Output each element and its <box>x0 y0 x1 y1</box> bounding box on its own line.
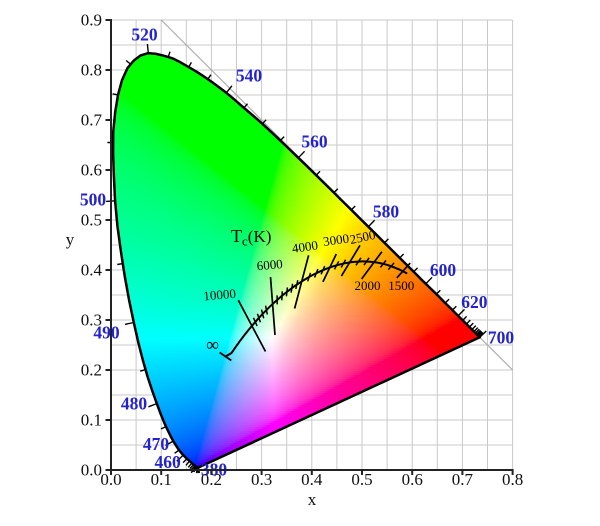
svg-text:0.4: 0.4 <box>301 470 323 489</box>
svg-text:580: 580 <box>373 202 400 222</box>
svg-text:560: 560 <box>301 132 328 152</box>
svg-text:540: 540 <box>236 66 263 86</box>
svg-text:Tc(K): Tc(K) <box>231 226 271 249</box>
svg-text:0.8: 0.8 <box>81 61 102 80</box>
svg-text:0.1: 0.1 <box>81 411 102 430</box>
svg-text:520: 520 <box>131 25 158 45</box>
svg-text:0.8: 0.8 <box>502 470 523 489</box>
svg-text:0.4: 0.4 <box>81 261 103 280</box>
svg-text:4000: 4000 <box>291 237 319 255</box>
svg-text:1500: 1500 <box>388 278 414 293</box>
svg-text:0.3: 0.3 <box>251 470 272 489</box>
svg-text:0.7: 0.7 <box>81 111 103 130</box>
svg-text:490: 490 <box>93 323 120 343</box>
svg-text:0.0: 0.0 <box>100 470 121 489</box>
svg-text:0.2: 0.2 <box>81 361 102 380</box>
svg-text:470: 470 <box>143 434 170 454</box>
svg-text:3000: 3000 <box>322 231 350 249</box>
svg-text:0.0: 0.0 <box>81 461 102 480</box>
svg-text:y: y <box>66 230 75 249</box>
svg-text:0.6: 0.6 <box>402 470 423 489</box>
svg-text:∞: ∞ <box>206 335 219 355</box>
svg-text:2000: 2000 <box>355 278 381 293</box>
svg-text:0.7: 0.7 <box>452 470 474 489</box>
svg-text:6000: 6000 <box>256 256 283 273</box>
svg-text:480: 480 <box>121 394 148 414</box>
svg-text:0.6: 0.6 <box>81 161 102 180</box>
svg-text:0.2: 0.2 <box>201 470 222 489</box>
svg-text:600: 600 <box>430 260 457 280</box>
svg-text:620: 620 <box>461 292 488 312</box>
svg-text:0.5: 0.5 <box>81 211 102 230</box>
svg-text:0.3: 0.3 <box>81 311 102 330</box>
svg-text:0.1: 0.1 <box>151 470 172 489</box>
svg-text:2500: 2500 <box>348 227 377 247</box>
svg-text:x: x <box>308 490 317 509</box>
svg-text:500: 500 <box>80 190 107 210</box>
svg-text:0.5: 0.5 <box>351 470 372 489</box>
svg-text:700: 700 <box>488 328 515 348</box>
svg-text:0.9: 0.9 <box>81 11 102 30</box>
svg-text:460: 460 <box>154 452 181 472</box>
svg-text:10000: 10000 <box>203 286 237 304</box>
